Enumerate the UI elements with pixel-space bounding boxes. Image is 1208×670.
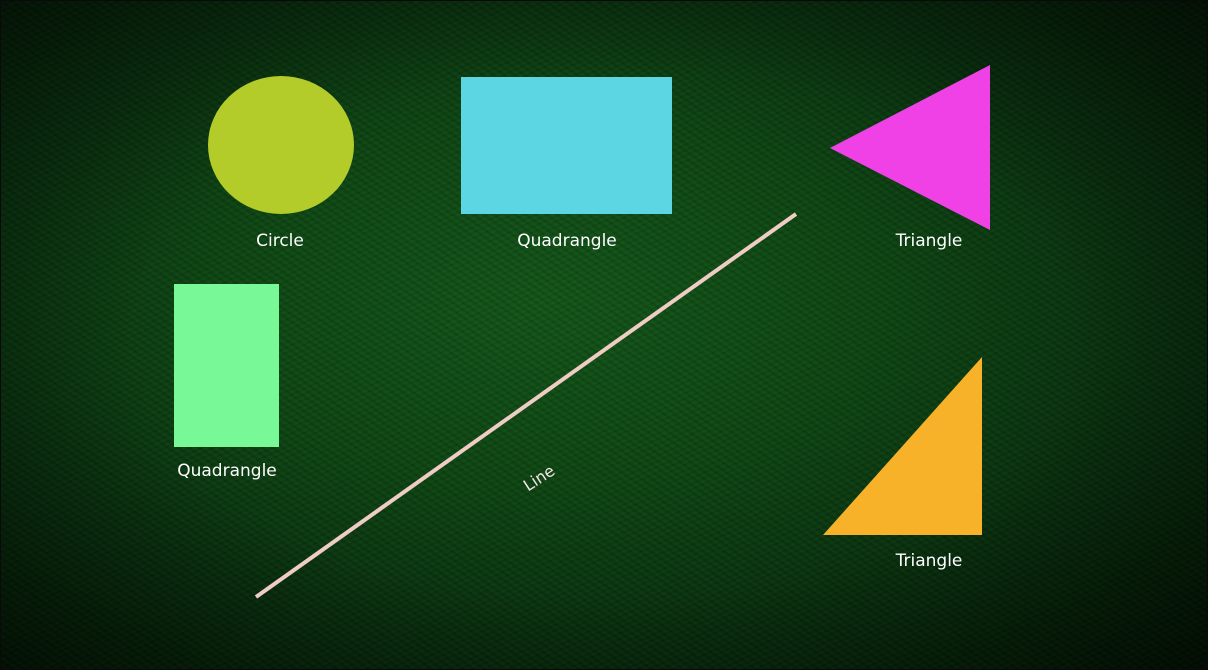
triangle-pink-shape[interactable] [830,65,990,230]
circle-shape[interactable] [208,76,354,214]
quadrangle-tall-shape[interactable] [174,284,279,447]
quadrangle-wide-label: Quadrangle [517,231,617,251]
quadrangle-tall-label: Quadrangle [177,461,277,481]
quadrangle-wide-shape[interactable] [461,77,672,214]
circle-label: Circle [256,231,304,251]
triangle-orange-shape[interactable] [823,357,982,535]
triangle-orange-label: Triangle [895,551,963,571]
line-shape[interactable] [254,212,798,599]
triangle-pink-label: Triangle [895,231,963,251]
